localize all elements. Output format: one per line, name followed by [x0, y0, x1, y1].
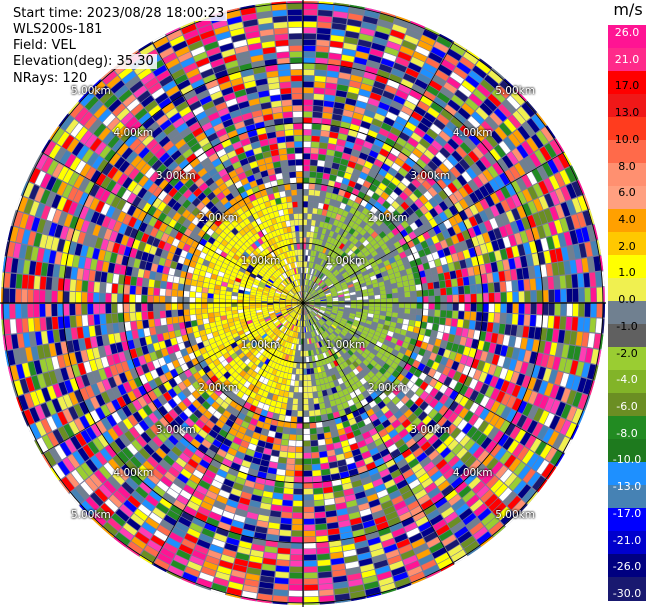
range-ring-label: 4.00km: [113, 127, 154, 140]
range-ring-label: 1.00km: [240, 339, 281, 352]
range-ring-label: 3.00km: [155, 169, 196, 182]
azimuth-line: [41, 151, 304, 304]
colorbar-segment: [608, 71, 646, 95]
colorbar-segment: [608, 301, 646, 325]
colorbar-tick-label: 8.0: [618, 159, 636, 173]
azimuth-line: [302, 302, 455, 565]
azimuth-line: [151, 302, 304, 565]
colorbar-segment: [608, 577, 646, 601]
colorbar-segment: [608, 393, 646, 417]
colorbar-tick-label: 4.0: [618, 213, 636, 226]
colorbar-segment: [608, 347, 646, 371]
colorbar-segment: [608, 554, 646, 578]
colorbar-segment: [608, 117, 646, 141]
colorbar-segment: [608, 416, 646, 440]
colorbar-segment: [608, 94, 646, 118]
colorbar: 26.0 21.0 17.0 13.0 10.0 8.0 6.0 4.0 2.0 1.0 0.0 -1…: [606, 0, 647, 607]
colorbar-segment: [608, 324, 646, 348]
colorbar-tick-label: -30.0: [612, 587, 642, 600]
range-ring-label: 5.00km: [71, 509, 111, 522]
range-ring-label: 3.00km: [410, 169, 451, 182]
colorbar-tick-label: -13.0: [612, 480, 642, 494]
azimuth-line: [302, 41, 455, 304]
range-ring-label: 2.00km: [367, 381, 408, 394]
range-ring-label: 4.00km: [113, 466, 154, 479]
colorbar-segment: [608, 462, 646, 486]
nrays-label: NRays: 120: [10, 71, 91, 86]
colorbar-segment: [608, 140, 646, 164]
ppi-radar-display: [0, 0, 606, 607]
colorbar-segment: [608, 209, 646, 233]
range-ring-label: 2.00km: [367, 212, 408, 225]
colorbar-tick-label: 13.0: [614, 106, 640, 120]
colorbar-segment: [608, 255, 646, 279]
colorbar-segment: [608, 163, 646, 187]
colorbar-segment: [608, 531, 646, 555]
colorbar-tick-label: 2.0: [618, 239, 636, 253]
colorbar-segment: [608, 370, 646, 394]
colorbar-tick-label: 0.0: [618, 293, 636, 307]
colorbar-segment: [608, 48, 646, 72]
start-time-label: Start time: 2023/08/28 18:00:23: [10, 6, 228, 21]
colorbar-tick-label: -26.0: [612, 560, 642, 574]
colorbar-tick-label: -8.0: [616, 426, 638, 440]
azimuth-line: [302, 302, 565, 455]
azimuth-line: [302, 151, 565, 304]
colorbar-segment: [608, 25, 646, 49]
range-ring-label: 2.00km: [198, 381, 239, 394]
colorbar-segment: [608, 485, 646, 509]
colorbar-tick-label: 17.0: [614, 79, 640, 93]
colorbar-segment: [608, 278, 646, 302]
range-ring-label: 5.00km: [495, 509, 535, 522]
colorbar-tick-label: -6.0: [616, 400, 638, 413]
colorbar-tick-label: 1.0: [618, 266, 636, 280]
range-ring-label: 3.00km: [155, 424, 196, 437]
azimuth-line: [41, 302, 304, 455]
colorbar-segment: [608, 508, 646, 532]
colorbar-tick-label: 10.0: [614, 132, 640, 146]
range-ring-label: 1.00km: [240, 254, 281, 267]
colorbar-tick-label: -10.0: [612, 453, 642, 467]
azimuth-line: [151, 41, 304, 304]
colorbar-segment: [608, 439, 646, 463]
range-ring-label: 5.00km: [71, 84, 111, 97]
instrument-label: WLS200s-181: [10, 22, 106, 37]
colorbar-tick-label: 6.0: [618, 186, 636, 200]
range-ring-label: 5.00km: [495, 84, 535, 97]
velocity-gates: [1, 1, 605, 605]
colorbar-segment: [608, 232, 646, 256]
elevation-label: Elevation(deg): 35.30: [10, 54, 157, 69]
colorbar-tick-label: -1.0: [616, 319, 638, 333]
range-ring-label: 3.00km: [410, 424, 451, 437]
colorbar-tick-label: -2.0: [616, 346, 638, 360]
colorbar-segment: [608, 186, 646, 210]
colorbar-tick-label: -4.0: [616, 373, 638, 387]
colorbar-tick-label: 21.0: [614, 52, 640, 66]
range-ring-label: 2.00km: [198, 212, 239, 225]
colorbar-unit: m/s: [613, 0, 643, 19]
range-ring-label: 1.00km: [325, 339, 366, 352]
field-label: Field: VEL: [10, 38, 79, 53]
range-ring-label: 1.00km: [325, 254, 366, 267]
colorbar-tick-label: -17.0: [612, 506, 642, 520]
range-ring-label: 4.00km: [452, 127, 493, 140]
range-ring-label: 4.00km: [452, 466, 493, 479]
colorbar-tick-label: -21.0: [612, 533, 642, 547]
colorbar-tick-label: 26.0: [614, 26, 640, 39]
